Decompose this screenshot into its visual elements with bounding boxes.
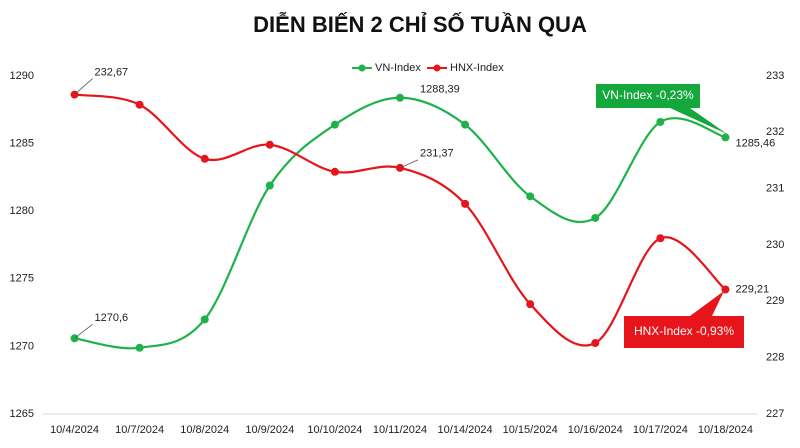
point <box>526 192 535 201</box>
x-tick-label: 10/14/2024 <box>438 424 493 436</box>
point <box>461 120 470 129</box>
y2-tick-label: 228 <box>766 352 784 364</box>
point <box>135 100 144 109</box>
point <box>135 343 144 352</box>
y-tick-label: 1285 <box>10 138 34 150</box>
data-label: 1288,39 <box>420 84 460 96</box>
legend-label: VN-Index <box>375 62 421 74</box>
point <box>526 300 535 309</box>
point <box>656 117 665 126</box>
hnx-callout: HNX-Index -0,93% <box>624 291 744 348</box>
annotation: VN-Index -0,23% <box>602 88 694 102</box>
point <box>461 199 470 208</box>
x-tick-label: 10/4/2024 <box>50 424 99 436</box>
legend-item: VN-Index <box>352 62 421 74</box>
point <box>265 181 274 190</box>
callout-box <box>624 291 744 348</box>
y2-tick-label: 232 <box>766 126 784 138</box>
y2-tick-label: 230 <box>766 239 784 251</box>
leader-line <box>399 159 419 169</box>
x-tick-label: 10/9/2024 <box>245 424 294 436</box>
legend-marker <box>433 64 441 72</box>
leader-line <box>74 78 93 95</box>
x-tick-label: 10/17/2024 <box>633 424 688 436</box>
x-tick-label: 10/7/2024 <box>115 424 164 436</box>
y-tick-label: 1270 <box>10 340 34 352</box>
data-label: 232,67 <box>95 66 129 78</box>
point <box>591 339 600 348</box>
annotation: HNX-Index -0,93% <box>634 324 734 338</box>
series-line <box>74 93 727 347</box>
point <box>721 285 730 294</box>
data-label: 231,37 <box>420 148 454 160</box>
y-tick-label: 1275 <box>10 273 34 285</box>
point <box>265 140 274 149</box>
leader-line <box>74 323 93 339</box>
y-tick-label: 1280 <box>10 205 34 217</box>
y2-tick-label: 231 <box>766 183 784 195</box>
x-tick-label: 10/10/2024 <box>307 424 362 436</box>
data-label: 229,21 <box>735 283 769 295</box>
point <box>200 315 209 324</box>
y-tick-label: 1290 <box>10 70 34 82</box>
y2-tick-label: 229 <box>766 295 784 307</box>
x-tick-label: 10/15/2024 <box>503 424 558 436</box>
x-tick-label: 10/16/2024 <box>568 424 623 436</box>
y-tick-label: 1265 <box>10 408 34 420</box>
point <box>330 120 339 129</box>
data-label: 1285,46 <box>735 137 775 149</box>
point <box>396 93 404 102</box>
point <box>656 234 665 243</box>
chart-title: DIỄN BIẾN 2 CHỈ SỐ TUẦN QUA <box>253 11 587 37</box>
y2-tick-label: 227 <box>766 408 784 420</box>
point <box>591 213 600 222</box>
point <box>200 154 209 163</box>
data-label: 1270,6 <box>95 312 129 324</box>
callout-box <box>596 84 727 134</box>
legend-item: HNX-Index <box>427 62 504 74</box>
series-line <box>74 96 726 350</box>
vn-callout: VN-Index -0,23% <box>596 84 727 134</box>
x-tick-label: 10/11/2024 <box>373 424 427 436</box>
x-tick-label: 10/8/2024 <box>180 424 229 436</box>
y2-tick-label: 233 <box>766 70 784 82</box>
point <box>721 133 730 142</box>
legend-label: HNX-Index <box>450 62 504 74</box>
x-tick-label: 10/18/2024 <box>698 424 753 436</box>
point <box>330 167 339 176</box>
legend-marker <box>358 64 366 72</box>
